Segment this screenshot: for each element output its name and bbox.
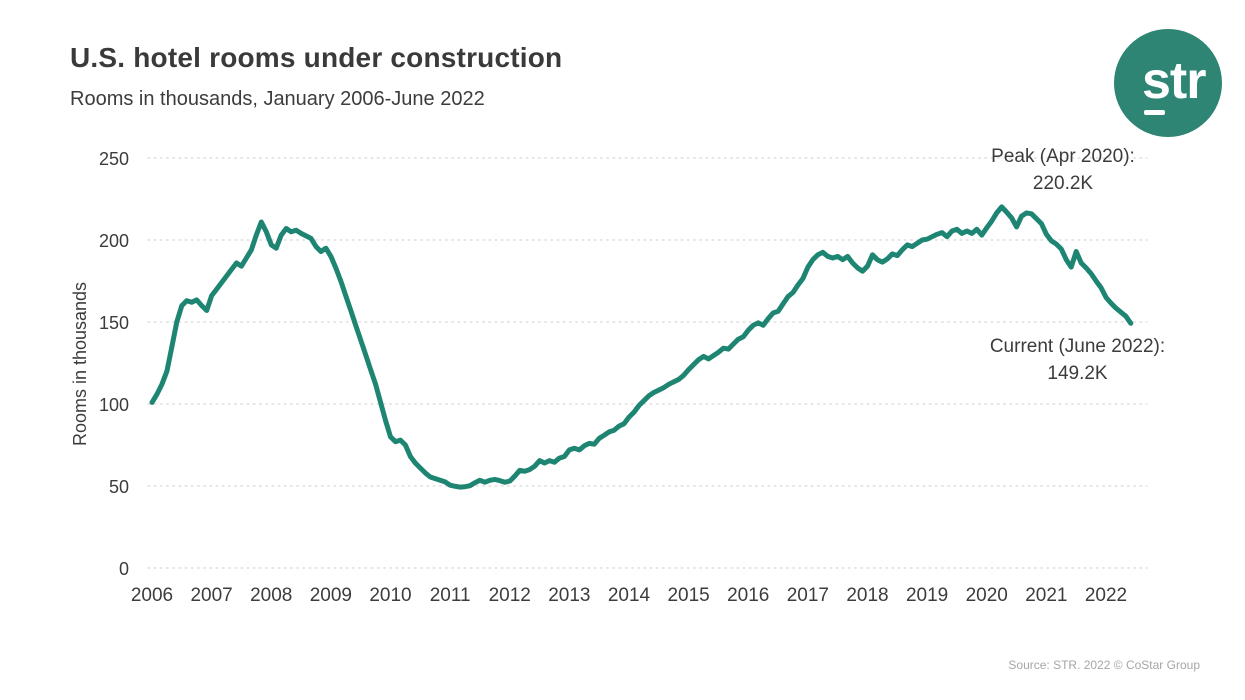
x-tick-label: 2011 — [430, 585, 471, 606]
source-credit: Source: STR. 2022 © CoStar Group — [1008, 658, 1200, 672]
x-tick-label: 2006 — [131, 585, 173, 606]
y-axis-title: Rooms in thousands — [70, 282, 90, 446]
x-tick-label: 2018 — [846, 585, 888, 606]
chart-subtitle: Rooms in thousands, January 2006-June 20… — [70, 88, 485, 110]
x-tick-label: 2009 — [310, 585, 352, 606]
y-tick-label: 100 — [99, 395, 129, 415]
y-tick-label: 200 — [99, 231, 129, 251]
y-tick-label: 0 — [119, 559, 129, 579]
x-tick-label: 2013 — [548, 585, 590, 606]
x-tick-label: 2014 — [608, 585, 651, 606]
x-tick-label: 2008 — [250, 585, 292, 606]
x-tick-label: 2016 — [727, 585, 769, 606]
annotation-peak-label: Peak (Apr 2020): — [991, 146, 1135, 167]
str-logo-underline-icon — [1144, 110, 1165, 115]
x-tick-label: 2012 — [489, 585, 531, 606]
x-tick-label: 2017 — [787, 585, 829, 606]
page-title: U.S. hotel rooms under construction — [70, 42, 563, 73]
x-tick-label: 2021 — [1025, 585, 1067, 606]
annotation-peak-value: 220.2K — [1032, 172, 1094, 194]
x-tick-label: 2019 — [906, 585, 948, 606]
y-tick-label: 50 — [109, 477, 129, 497]
str-logo: str — [1114, 29, 1222, 137]
y-tick-label: 250 — [99, 149, 129, 169]
x-tick-label: 2015 — [667, 585, 709, 606]
str-logo-text: str — [1142, 52, 1206, 110]
x-tick-label: 2010 — [369, 585, 411, 606]
x-tick-label: 2020 — [966, 585, 1008, 606]
x-tick-label: 2007 — [190, 585, 232, 606]
annotation-current-label: Current (June 2022): — [989, 336, 1166, 357]
y-tick-label: 150 — [99, 313, 129, 333]
data-line — [149, 204, 1134, 490]
annotation-current: Current (June 2022): 149.2K — [965, 334, 1190, 387]
x-tick-label: 2022 — [1085, 585, 1127, 606]
annotation-peak: Peak (Apr 2020): 220.2K — [953, 144, 1173, 197]
annotation-current-value: 149.2K — [1047, 362, 1108, 384]
